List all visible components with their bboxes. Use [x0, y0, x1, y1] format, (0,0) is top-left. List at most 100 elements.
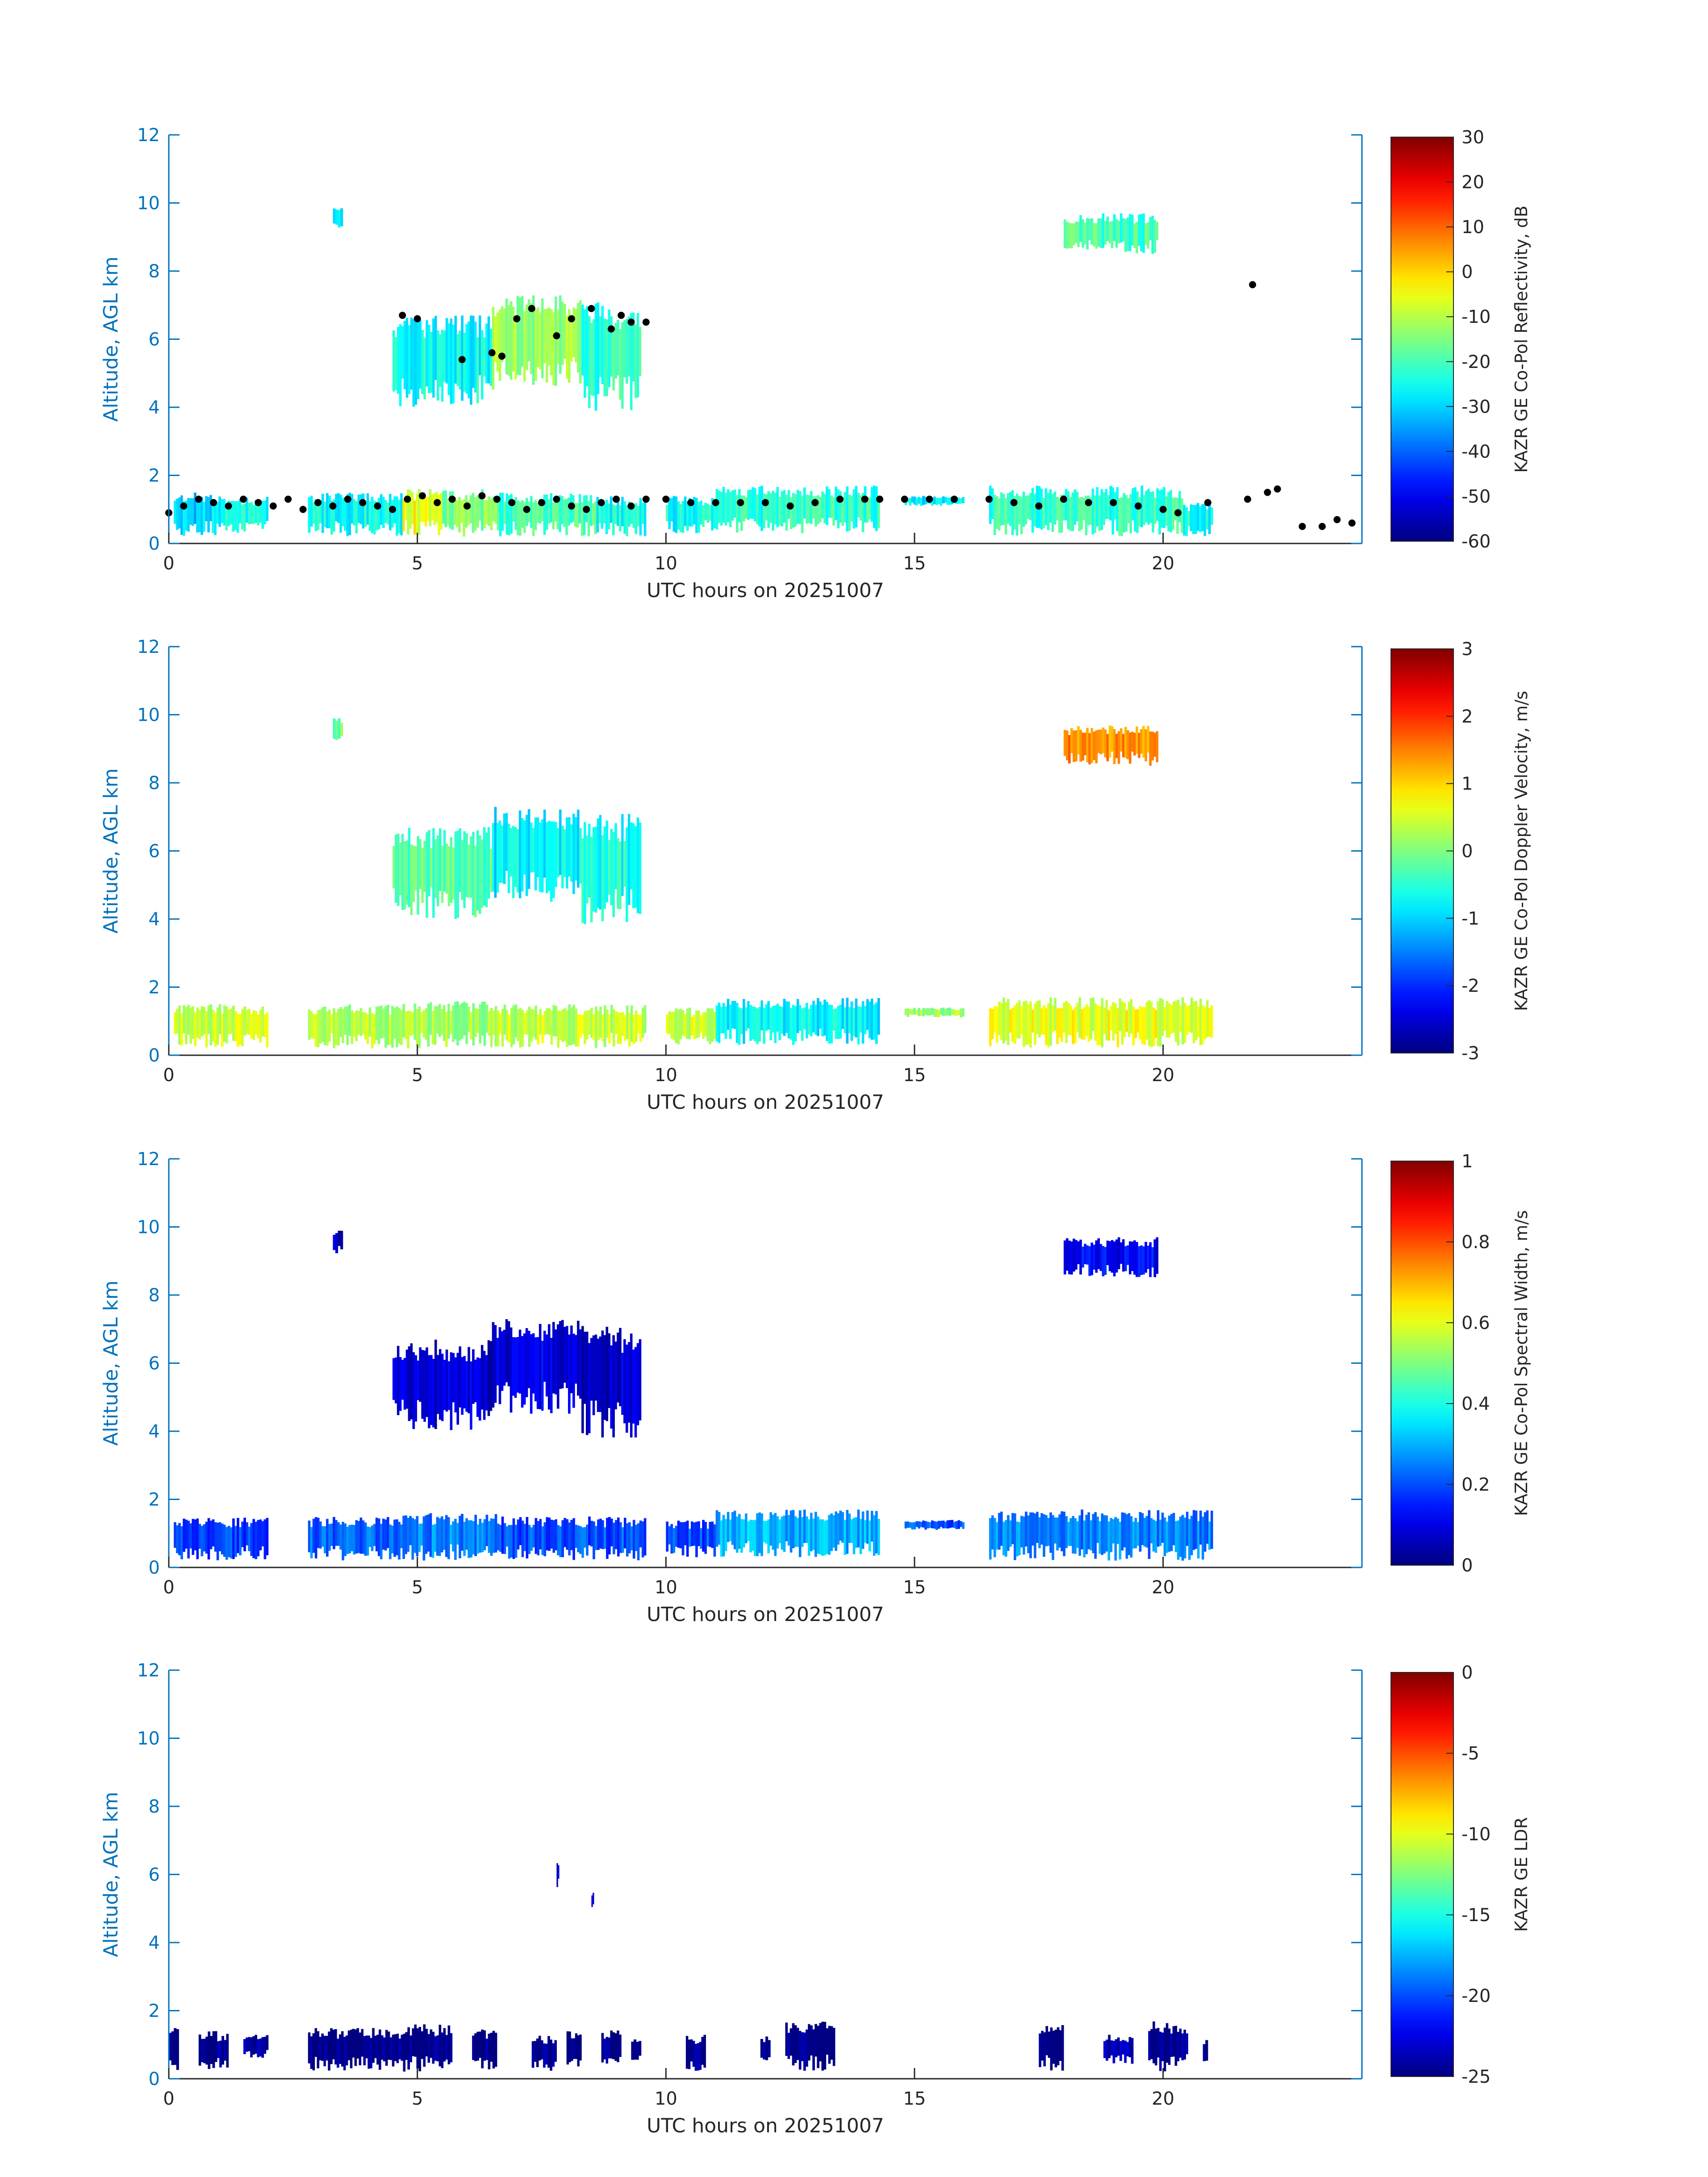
data-patch [492, 295, 582, 390]
scatter-point [1035, 502, 1043, 510]
y-tick-label: 2 [149, 978, 160, 998]
data-patch [666, 1520, 716, 1558]
data-patch [333, 208, 343, 228]
x-tick-label: 0 [163, 2089, 174, 2109]
scatter-point [498, 352, 505, 360]
data-patch [1103, 2035, 1134, 2064]
data-patch [531, 2035, 557, 2071]
colorbar [1391, 648, 1454, 1053]
x-tick-label: 20 [1152, 2089, 1174, 2109]
colorbar-tick-label: 0 [1462, 1663, 1473, 1683]
data-patch [1183, 503, 1213, 536]
data-patch [243, 2035, 269, 2058]
x-tick-label: 10 [655, 553, 677, 574]
scatter-point [359, 499, 367, 506]
scatter-point [951, 495, 958, 503]
colorbar-tick-label: -15 [1462, 1905, 1491, 1926]
scatter-point [374, 502, 381, 510]
data-patch [308, 2028, 408, 2072]
scatter-point [314, 499, 322, 506]
data-patch [666, 496, 716, 533]
x-axis-label: UTC hours on 20251007 [647, 1091, 884, 1114]
data-patch [591, 1893, 594, 1907]
scatter-point [588, 305, 595, 312]
colorbar-tick-label: 10 [1462, 217, 1484, 238]
scatter-point [399, 312, 406, 319]
x-tick-label: 10 [655, 1065, 677, 1086]
scatter-point [458, 356, 466, 364]
colorbar-label: KAZR GE Co-Pol Reflectivity, dB [1512, 205, 1531, 472]
scatter-point [240, 495, 247, 503]
data-patch [601, 2030, 622, 2064]
data-patch [666, 1007, 716, 1045]
data-patch [472, 2029, 497, 2069]
scatter-point [1318, 522, 1326, 530]
data-patch [715, 998, 880, 1045]
scatter-point [811, 499, 819, 506]
scatter-point [861, 495, 869, 503]
colorbar-tick-label: -20 [1462, 352, 1491, 372]
colorbar [1391, 1672, 1454, 2077]
y-tick-label: 8 [149, 1285, 160, 1306]
x-tick-label: 15 [903, 1065, 926, 1086]
scatter-point [712, 499, 719, 506]
scatter-point [662, 495, 670, 503]
colorbar-tick-label: -10 [1462, 307, 1491, 327]
scatter-point [528, 305, 535, 312]
data-patch [218, 496, 269, 533]
data-patch [393, 1339, 493, 1430]
colorbar-tick-label: 1 [1462, 1151, 1473, 1172]
y-tick-label: 12 [137, 1660, 160, 1681]
x-tick-label: 10 [655, 1577, 677, 1598]
y-tick-label: 4 [149, 1421, 160, 1442]
data-patch [685, 2035, 706, 2071]
x-tick-label: 15 [903, 2089, 926, 2109]
data-patch [556, 1863, 560, 1887]
y-tick-label: 6 [149, 1865, 160, 1885]
colorbar [1391, 137, 1454, 542]
scatter-point [597, 499, 605, 506]
data-patch [442, 489, 497, 537]
y-tick-label: 2 [149, 2001, 160, 2022]
y-tick-label: 10 [137, 705, 160, 726]
y-tick-label: 12 [137, 1149, 160, 1170]
scatter-point [986, 495, 993, 503]
data-patch [407, 2024, 453, 2072]
data-patch [497, 1004, 647, 1049]
colorbar-tick-label: 3 [1462, 639, 1473, 660]
colorbar-tick-label: 0.2 [1462, 1475, 1490, 1495]
data-patch [989, 997, 1213, 1048]
x-axis-label: UTC hours on 20251007 [647, 579, 884, 602]
data-patch [308, 1004, 403, 1049]
data-patch [393, 315, 493, 407]
y-axis-label: Altitude, AGL km [100, 256, 122, 422]
scatter-point [488, 349, 496, 356]
data-patch [402, 1513, 497, 1561]
colorbar-tick-label: -50 [1462, 486, 1491, 507]
data-patch [174, 493, 219, 536]
scatter-point [210, 499, 217, 506]
scatter-point [538, 499, 545, 506]
scatter-point [413, 315, 421, 322]
colorbar-tick-label: -1 [1462, 908, 1479, 929]
scatter-point [513, 315, 521, 322]
data-patch [1039, 2025, 1064, 2071]
data-patch [904, 1007, 965, 1018]
colorbar-tick-label: 1 [1462, 774, 1473, 794]
x-tick-label: 5 [412, 553, 423, 574]
scatter-point [434, 499, 441, 506]
scatter-point [1010, 499, 1018, 506]
scatter-point [607, 325, 615, 333]
y-tick-label: 8 [149, 773, 160, 794]
colorbar-tick-label: -2 [1462, 976, 1479, 996]
data-patch [492, 1319, 582, 1414]
scatter-point [478, 492, 486, 500]
data-patch [174, 1517, 269, 1560]
x-tick-label: 10 [655, 2089, 677, 2109]
scatter-point [329, 502, 337, 510]
scatter-point [1249, 281, 1257, 288]
colorbar-tick-label: -30 [1462, 397, 1491, 417]
scatter-point [1159, 506, 1167, 513]
x-tick-label: 20 [1152, 1065, 1174, 1086]
